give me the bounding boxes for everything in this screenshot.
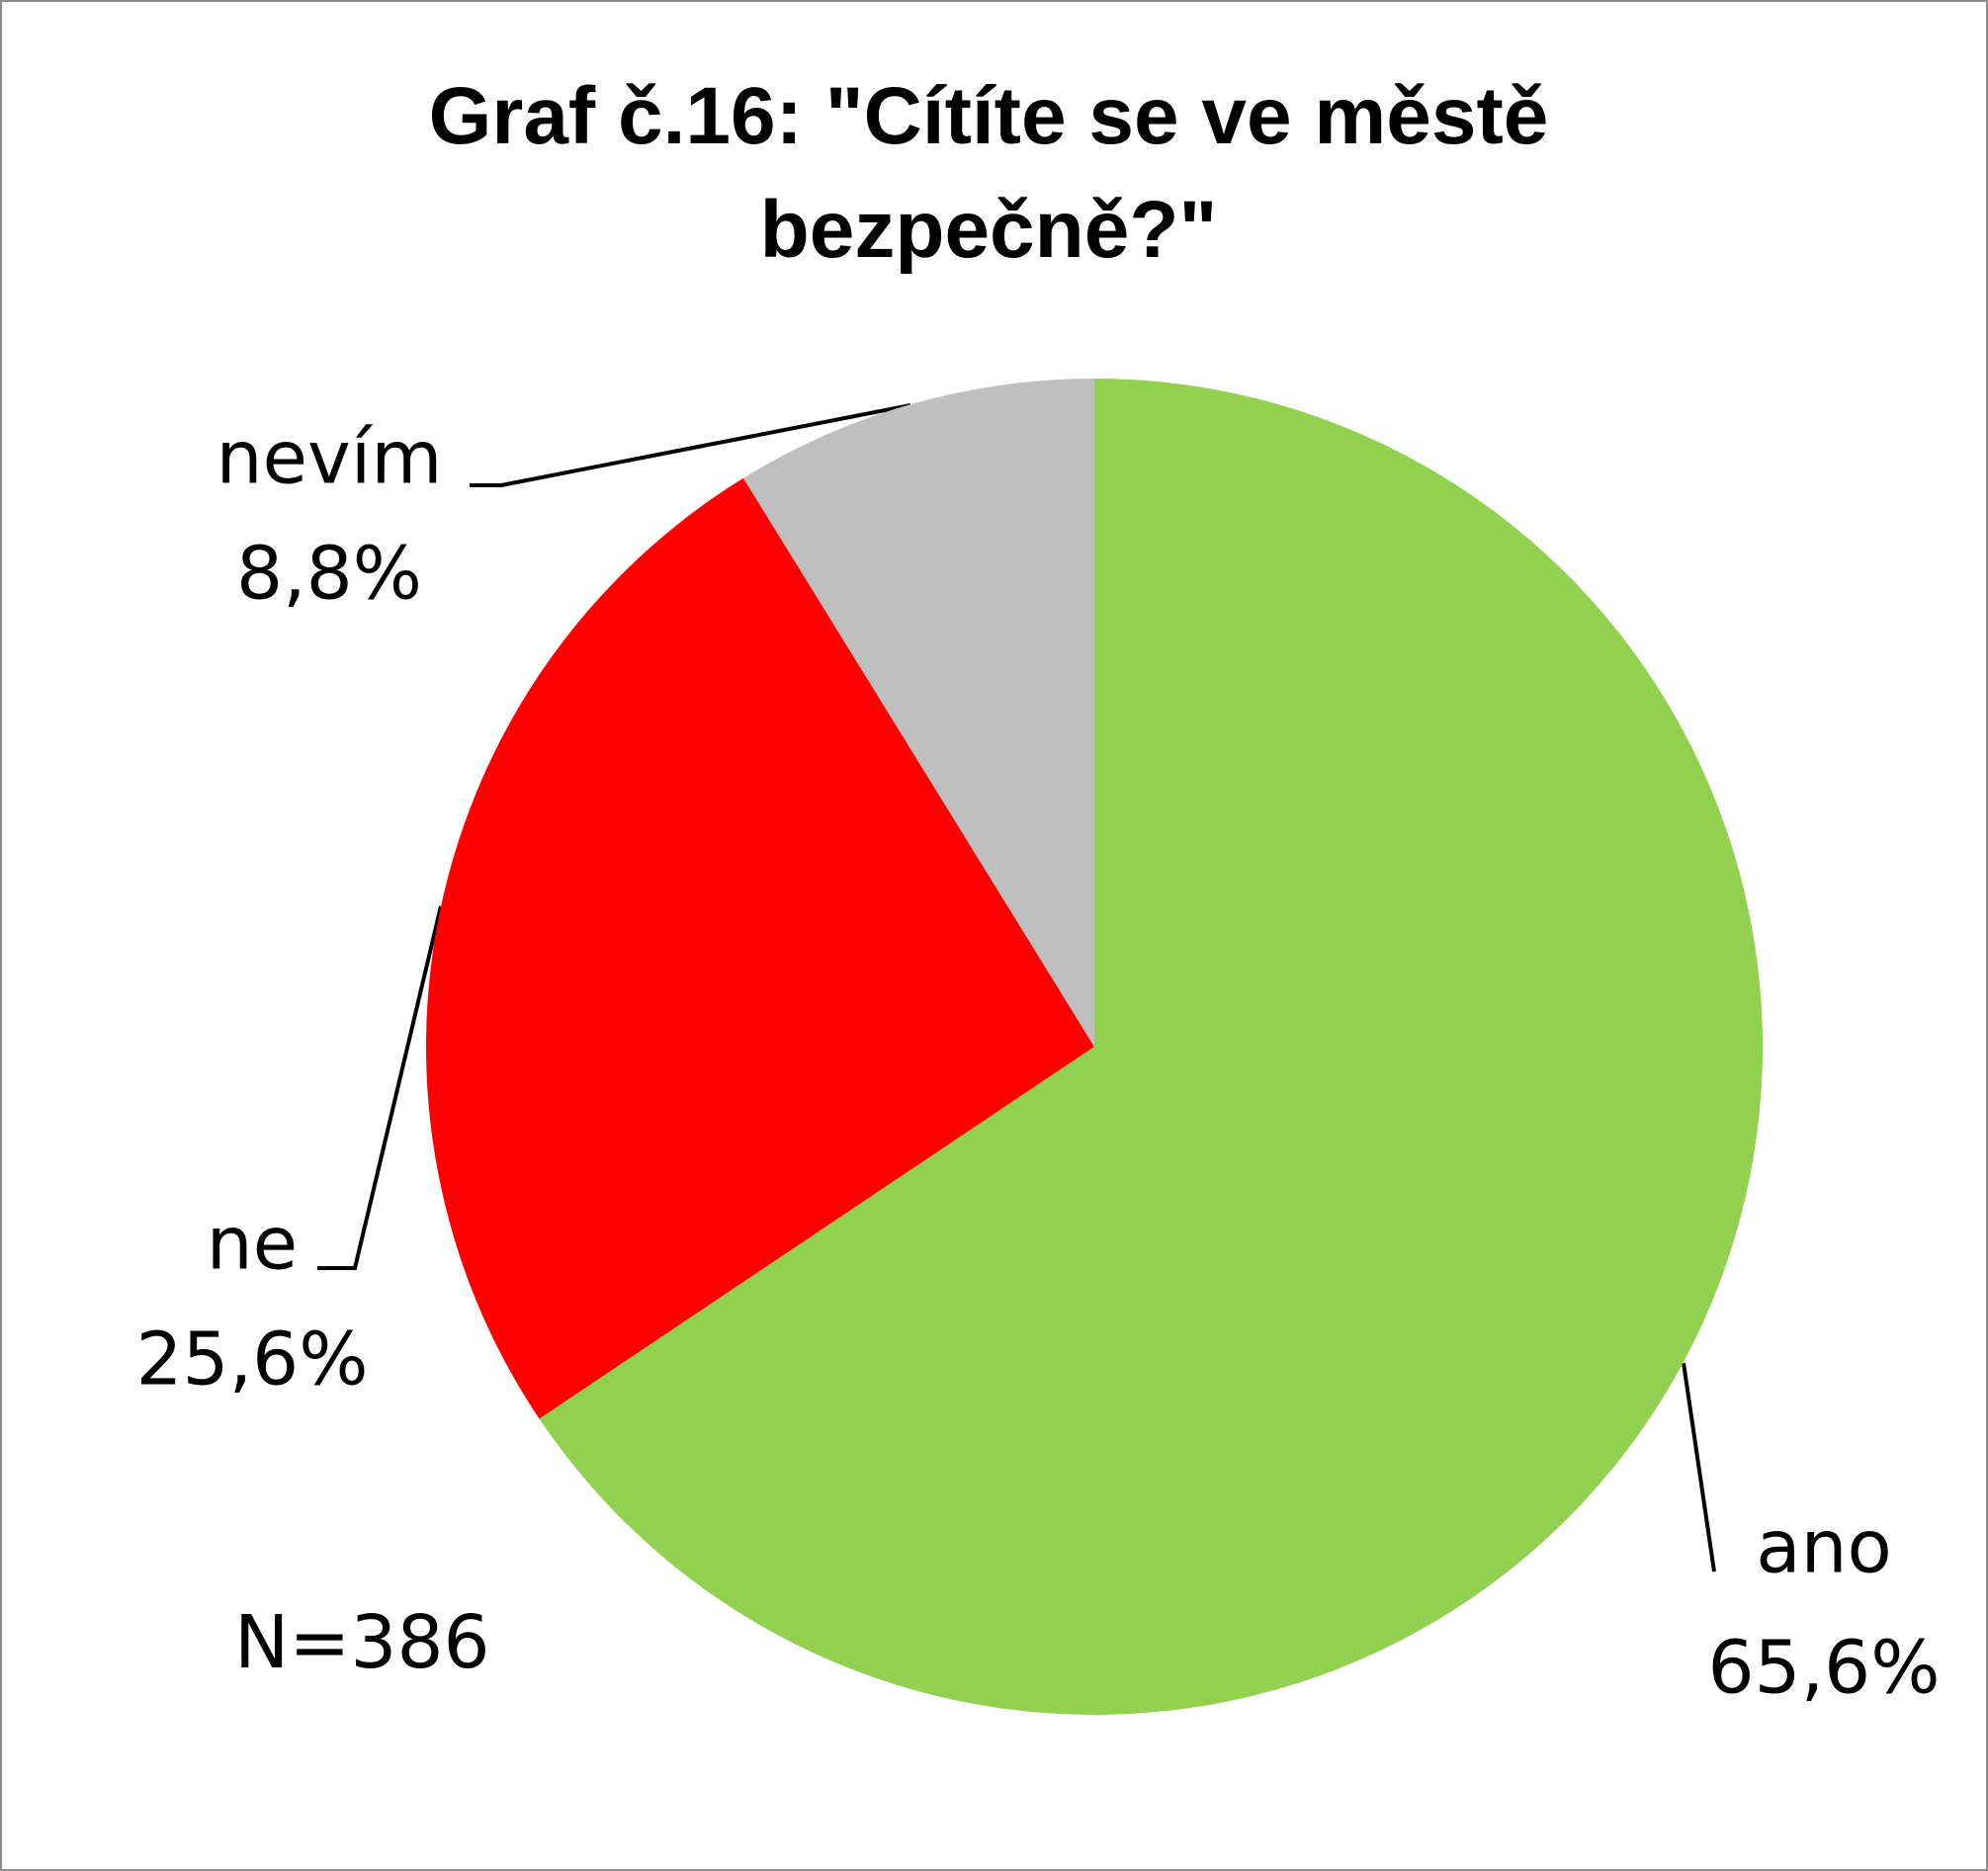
pie-slice	[742, 379, 1094, 1047]
pie-slice	[539, 379, 1764, 1715]
slice-label: ano	[1756, 1505, 1892, 1590]
leader-line	[470, 403, 911, 487]
annotation: N=386	[234, 1600, 490, 1685]
pie-slice	[426, 477, 1095, 1419]
leader-line	[1682, 1362, 1716, 1573]
value-label: 25,6%	[135, 1318, 368, 1403]
slice-label: nevím	[216, 416, 443, 501]
leader-line	[317, 905, 443, 1270]
value-label: 8,8%	[236, 532, 422, 617]
value-label: 65,6%	[1707, 1626, 1940, 1711]
slice-label: ne	[207, 1202, 298, 1287]
chart-title: Graf č.16: "Cítíte se ve městě bezpečně?…	[428, 71, 1549, 275]
